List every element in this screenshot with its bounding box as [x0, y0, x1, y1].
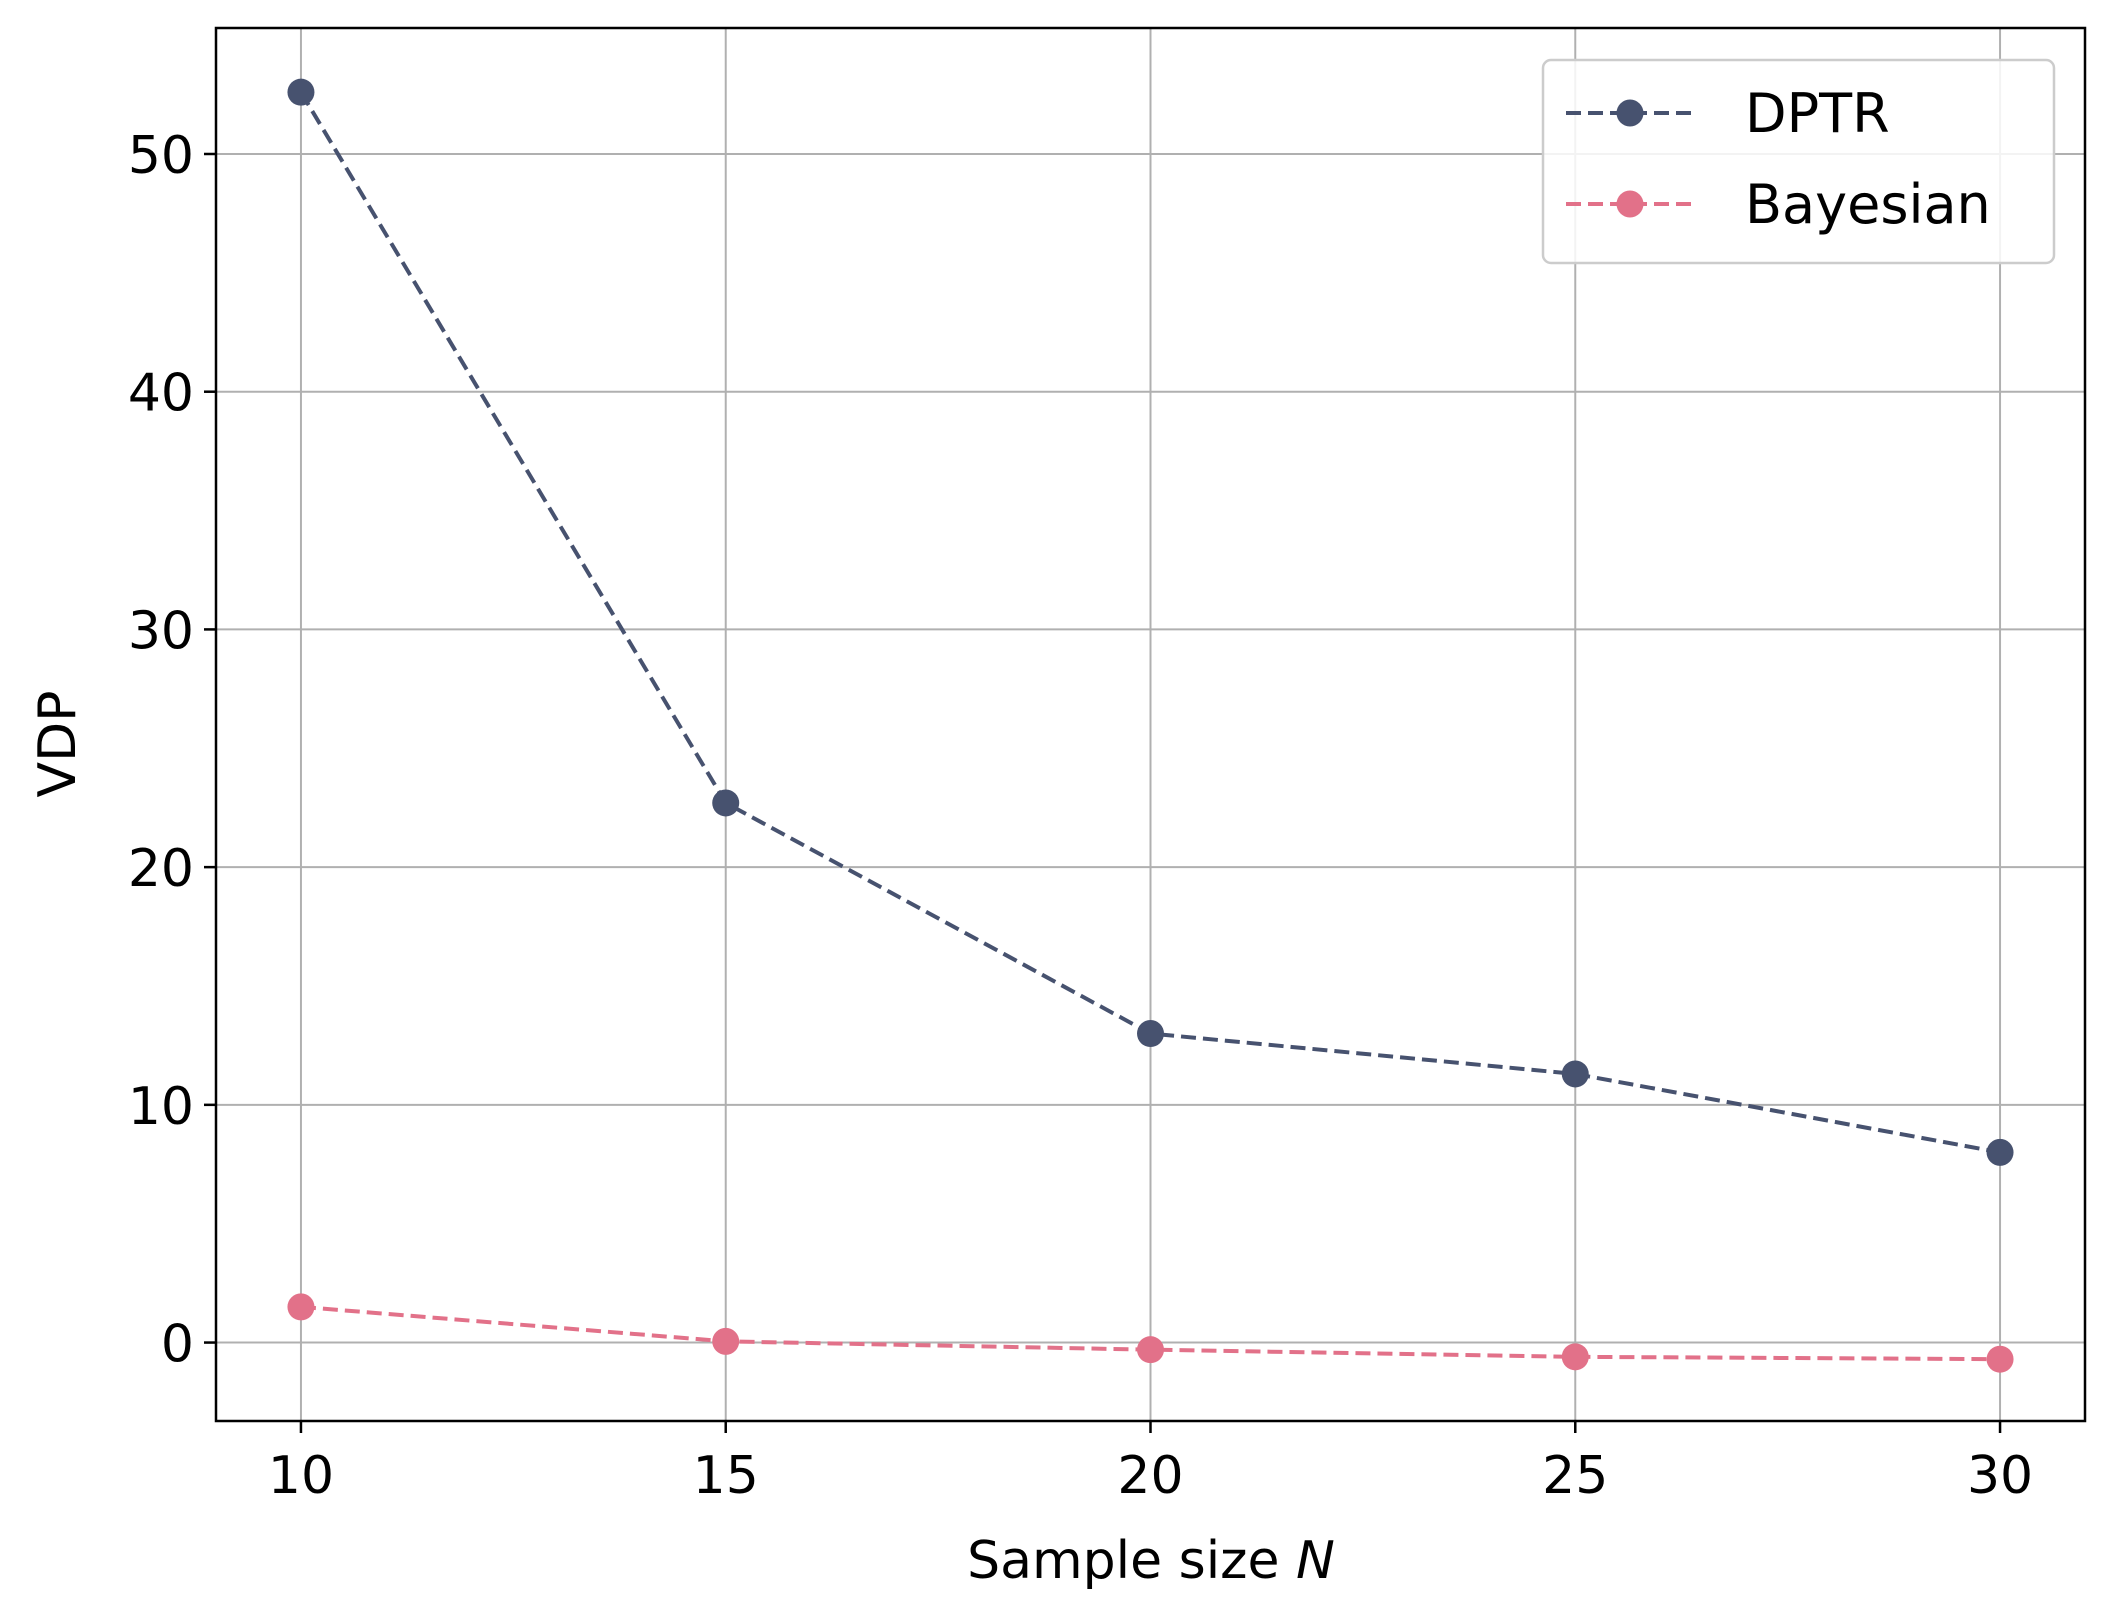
data-point-bayesian	[712, 1327, 740, 1355]
series-line-bayesian	[300, 1304, 2001, 1362]
data-point-dptr	[712, 789, 740, 817]
y-tick-label: 10	[128, 1077, 194, 1137]
data-point-dptr	[1561, 1060, 1589, 1088]
legend-marker-dptr	[1616, 99, 1644, 127]
y-tick-label: 0	[161, 1315, 194, 1375]
series-group	[287, 78, 2014, 1373]
legend-marker-bayesian	[1616, 190, 1644, 218]
data-point-dptr	[1137, 1020, 1164, 1048]
legend-label-bayesian: Bayesian	[1745, 173, 1991, 236]
data-point-bayesian	[287, 1293, 315, 1321]
legend-label-dptr: DPTR	[1745, 82, 1890, 145]
x-tick-label: 20	[1117, 1446, 1183, 1506]
y-tick-label: 50	[128, 126, 194, 186]
y-tick-label: 30	[128, 601, 194, 661]
data-point-dptr	[1986, 1138, 2014, 1166]
y-axis-label: VDP	[28, 691, 88, 798]
x-tick-label: 10	[268, 1446, 334, 1506]
data-point-bayesian	[1137, 1336, 1164, 1364]
x-tick-label: 30	[1967, 1446, 2033, 1506]
y-tick-label: 40	[128, 364, 194, 424]
axis-ticks: 10 15 20 25 30 0 10 20 30 40 50	[128, 126, 2033, 1506]
x-axis-label: Sample size N	[967, 1531, 1335, 1591]
legend-box	[1541, 58, 2056, 265]
data-point-bayesian	[1986, 1345, 2014, 1373]
legend: DPTR Bayesian	[1541, 58, 2056, 265]
x-tick-label: 25	[1542, 1446, 1608, 1506]
data-point-bayesian	[1561, 1343, 1589, 1371]
y-tick-label: 20	[128, 839, 194, 899]
x-tick-label: 15	[693, 1446, 759, 1506]
data-point-dptr	[287, 78, 315, 106]
